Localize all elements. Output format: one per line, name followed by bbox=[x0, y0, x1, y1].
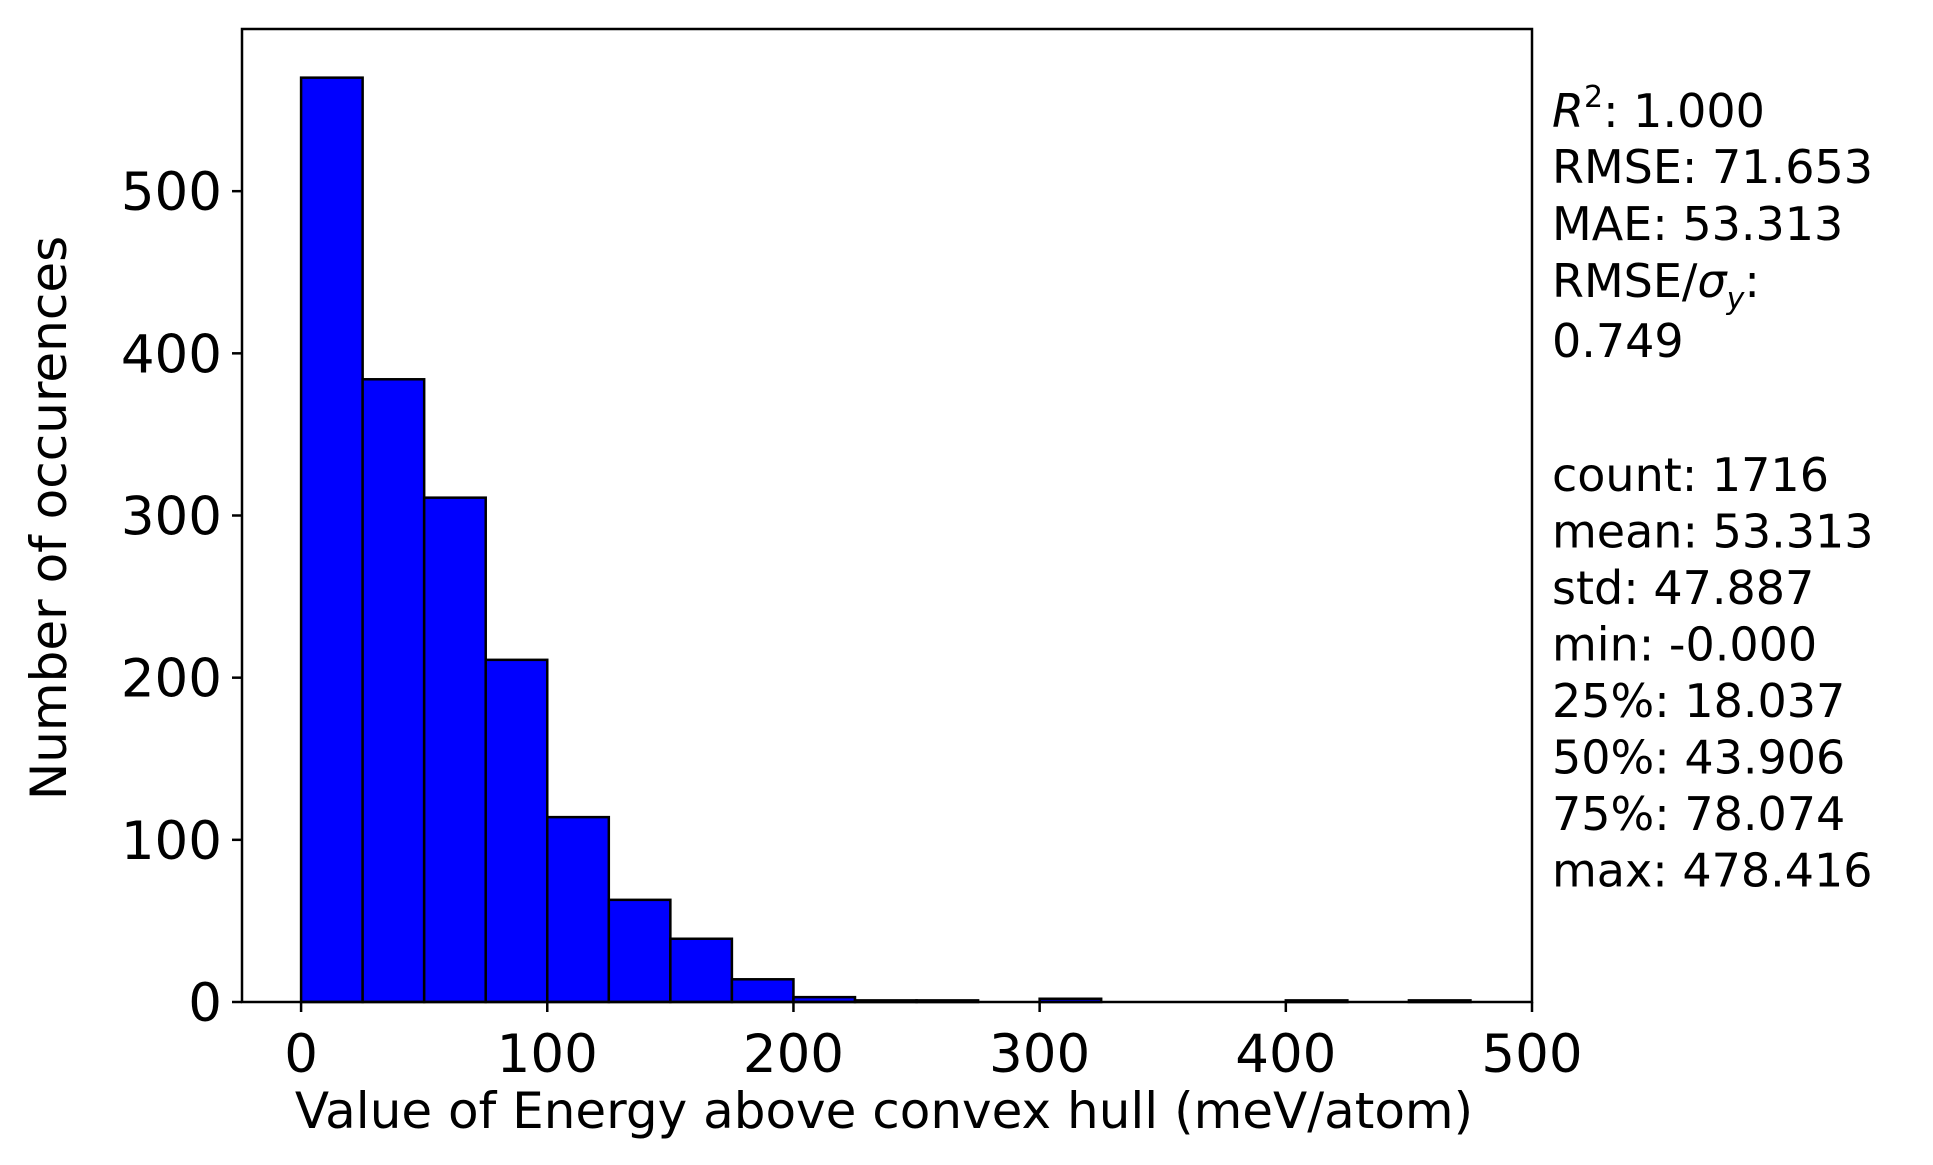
stats-panel: R2: 1.000 RMSE: 71.653 MAE: 53.313 RMSE/… bbox=[1552, 80, 1874, 898]
stat-summary-line: count: 1716 bbox=[1552, 448, 1829, 502]
stat-summary-line: 25%: 18.037 bbox=[1552, 674, 1845, 728]
stat-rmse-sigma-prefix: RMSE/ bbox=[1552, 254, 1698, 308]
stat-r2: R2: 1.000 bbox=[1552, 80, 1765, 138]
stat-r2-label: R bbox=[1552, 84, 1584, 138]
stat-rmse-sigma: RMSE/σy: bbox=[1552, 254, 1760, 317]
stat-mae: MAE: 53.313 bbox=[1552, 197, 1843, 251]
stat-sigma-sub: y bbox=[1726, 282, 1746, 317]
stat-summary-line: min: -0.000 bbox=[1552, 618, 1817, 672]
histogram-bar bbox=[422, 496, 487, 1004]
stat-r2-value: : 1.000 bbox=[1603, 84, 1765, 138]
stat-summary-line: mean: 53.313 bbox=[1552, 505, 1874, 559]
stat-summary-line: std: 47.887 bbox=[1552, 561, 1814, 615]
x-tick-label: 400 bbox=[1235, 1024, 1336, 1085]
stat-rmse-sigma-value: 0.749 bbox=[1552, 314, 1684, 368]
stat-summary-line: 75%: 78.074 bbox=[1552, 787, 1845, 841]
x-tick-label: 0 bbox=[284, 1024, 318, 1085]
y-tick-label: 500 bbox=[121, 162, 222, 223]
histogram-bar bbox=[299, 76, 364, 1004]
histogram-bars bbox=[299, 76, 1472, 1004]
y-tick-label: 400 bbox=[121, 324, 222, 385]
stat-summary-line: max: 478.416 bbox=[1552, 844, 1873, 898]
x-tick-label: 200 bbox=[743, 1024, 844, 1085]
histogram-bar bbox=[669, 937, 734, 1004]
histogram-bar bbox=[546, 815, 611, 1004]
x-tick-label: 300 bbox=[989, 1024, 1090, 1085]
y-tick-label: 200 bbox=[121, 649, 222, 710]
y-tick-label: 300 bbox=[121, 487, 222, 548]
x-tick-label: 100 bbox=[497, 1024, 598, 1085]
plot-frame bbox=[240, 27, 1534, 1004]
stat-sigma-symbol: σ bbox=[1697, 254, 1728, 308]
histogram-bar bbox=[361, 378, 426, 1004]
stat-rmse: RMSE: 71.653 bbox=[1552, 140, 1873, 194]
stat-rmse-sigma-colon: : bbox=[1744, 254, 1760, 308]
histogram-bar bbox=[730, 978, 795, 1004]
x-tick-label: 500 bbox=[1481, 1024, 1582, 1085]
axis-ticks: 0 100 200 300 400 500 0 100 200 300 400 500 bbox=[121, 162, 1583, 1085]
x-axis-label: Value of Energy above convex hull (meV/a… bbox=[295, 1082, 1473, 1140]
y-tick-label: 0 bbox=[188, 973, 222, 1034]
histogram-bar bbox=[607, 898, 672, 1004]
stat-summary-line: 50%: 43.906 bbox=[1552, 731, 1845, 785]
histogram-bar bbox=[484, 658, 549, 1004]
y-tick-label: 100 bbox=[121, 811, 222, 872]
y-axis-label: Number of occurences bbox=[20, 236, 78, 800]
stat-r2-sup: 2 bbox=[1584, 80, 1603, 115]
